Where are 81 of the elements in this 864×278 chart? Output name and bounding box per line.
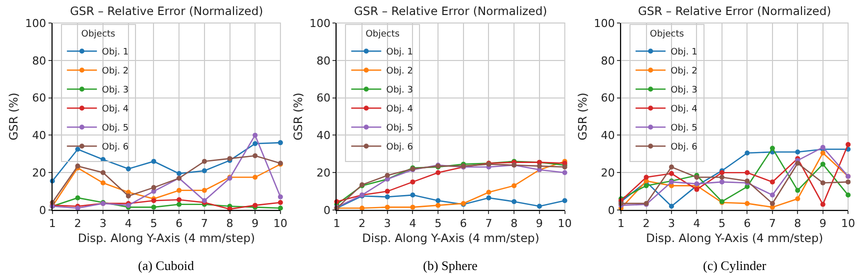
legend-label: Obj. 5: [102, 124, 129, 134]
x-axis-title: Disp. Along Y-Axis (4 mm/step): [78, 230, 255, 245]
x-tick-label: 2: [74, 217, 82, 230]
chart-title: GSR – Relative Error (Normalized): [354, 4, 548, 18]
x-tick-label: 2: [642, 217, 650, 230]
x-tick-label: 8: [226, 217, 234, 230]
text: (c) Cylinder: [703, 258, 767, 273]
legend-label: Obj. 6: [386, 142, 414, 153]
y-axis-title: GSR (%): [290, 92, 305, 140]
legend-title: Objects: [366, 30, 400, 40]
legend-label: Obj. 1: [102, 48, 129, 58]
x-tick-label: 2: [358, 217, 366, 230]
y-tick-label: 40: [32, 129, 46, 142]
y-tick-label: 100: [25, 16, 46, 30]
legend-label: Obj. 1: [670, 48, 698, 58]
x-tick-label: 9: [252, 217, 259, 230]
legend-label: Obj. 5: [386, 124, 413, 134]
legend-label: Obj. 6: [102, 142, 129, 153]
y-tick-label: 0: [324, 204, 331, 217]
y-tick-label: 100: [594, 16, 615, 30]
y-tick-label: 20: [600, 166, 615, 180]
legend-label: Obj. 4: [670, 104, 698, 115]
y-tick-label: 100: [310, 16, 331, 30]
x-tick-label: 3: [384, 217, 391, 230]
y-axis-title: GSR (%): [575, 92, 590, 140]
x-axis-title: Disp. Along Y-Axis (4 mm/step): [646, 230, 824, 245]
y-tick-label: 60: [600, 92, 615, 105]
legend-title: Objects: [650, 30, 684, 40]
x-tick-label: 5: [150, 217, 158, 230]
x-tick-label: 7: [200, 217, 208, 230]
legend-label: Obj. 2: [102, 66, 129, 77]
y-tick-label: 20: [316, 166, 331, 180]
legend-label: Obj. 6: [670, 142, 698, 153]
legend-label: Obj. 4: [386, 104, 414, 115]
x-tick-label: 5: [718, 217, 726, 230]
y-tick-label: 60: [316, 92, 331, 105]
y-tick-label: 40: [316, 129, 331, 142]
text: (b) Sphere: [423, 258, 478, 273]
x-tick-label: 1: [618, 217, 625, 230]
y-tick-label: 60: [32, 92, 46, 105]
x-tick-label: 10: [558, 217, 572, 230]
x-axis-title: Disp. Along Y-Axis (4 mm/step): [362, 230, 540, 245]
legend-label: Obj. 2: [670, 66, 698, 77]
x-tick-label: 6: [460, 217, 467, 230]
legend-label: Obj. 4: [102, 104, 129, 115]
legend-label: Obj. 3: [386, 86, 413, 96]
x-tick-label: 7: [485, 217, 492, 230]
x-tick-label: 4: [693, 217, 700, 230]
y-tick-label: 0: [39, 204, 46, 217]
x-tick-label: 4: [409, 217, 416, 230]
x-tick-label: 10: [273, 217, 288, 230]
legend-title: Objects: [81, 30, 116, 40]
x-tick-label: 5: [434, 217, 442, 230]
x-tick-label: 9: [536, 217, 543, 230]
x-tick-label: 4: [124, 217, 132, 230]
legend-label: Obj. 1: [386, 48, 413, 58]
x-tick-label: 1: [333, 217, 340, 230]
y-tick-label: 80: [316, 54, 331, 68]
y-tick-label: 80: [32, 54, 46, 68]
chart-title: GSR – Relative Error (Normalized): [70, 4, 264, 18]
legend-label: Obj. 5: [670, 124, 698, 134]
legend-label: Obj. 3: [102, 86, 129, 96]
text: (a) Cuboid: [138, 258, 194, 273]
x-tick-label: 6: [176, 217, 183, 230]
x-tick-label: 8: [794, 217, 802, 230]
y-tick-label: 0: [608, 204, 615, 217]
legend-label: Obj. 3: [670, 86, 698, 96]
x-tick-label: 1: [48, 217, 56, 230]
x-tick-label: 3: [668, 217, 676, 230]
x-tick-label: 8: [510, 217, 518, 230]
legend-label: Obj. 2: [386, 66, 413, 77]
y-tick-label: 40: [600, 129, 615, 142]
y-axis-title: GSR (%): [6, 92, 21, 140]
x-tick-label: 3: [100, 217, 107, 230]
x-tick-label: 6: [744, 217, 751, 230]
y-tick-label: 80: [600, 54, 615, 68]
x-tick-label: 10: [841, 217, 856, 230]
x-tick-label: 9: [819, 217, 826, 230]
chart-title: GSR – Relative Error (Normalized): [638, 4, 832, 18]
x-tick-label: 7: [768, 217, 776, 230]
y-tick-label: 20: [32, 166, 46, 180]
